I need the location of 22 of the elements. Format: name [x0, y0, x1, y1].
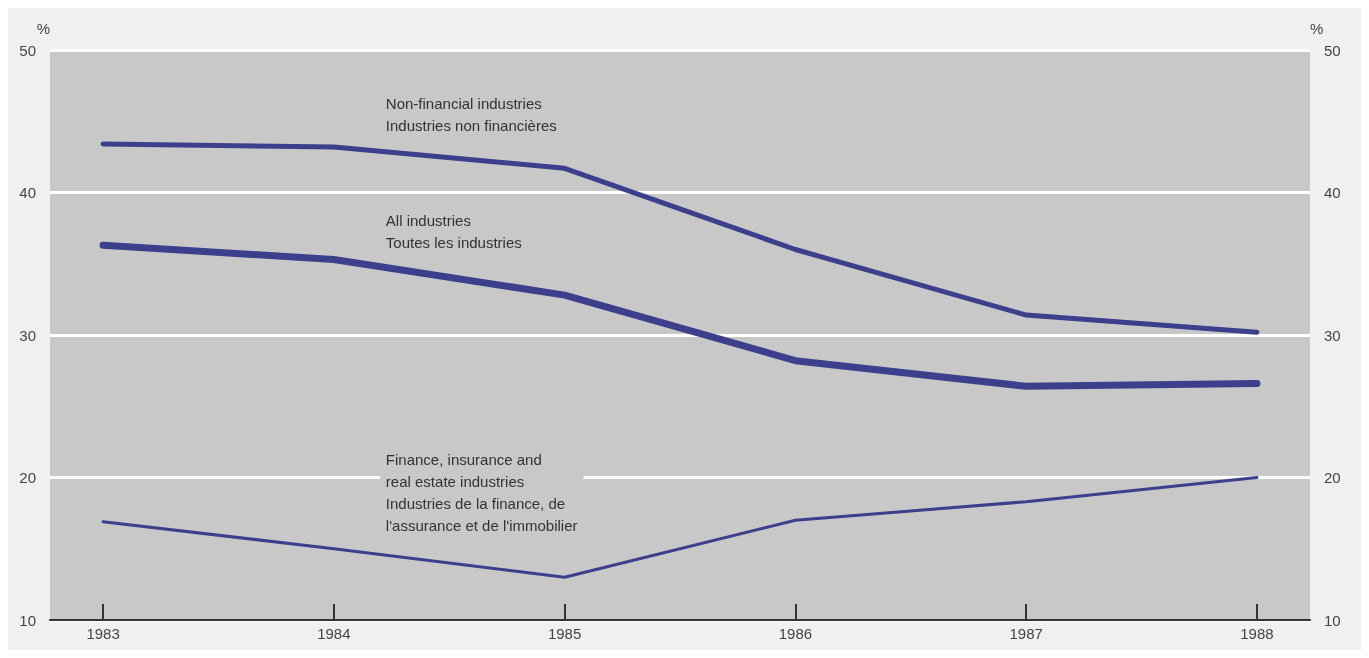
x-tick-label: 1985	[547, 625, 582, 642]
series-label: Non-financial industries Industries non financières	[385, 95, 557, 135]
y2-tick-label: 20	[1324, 469, 1341, 486]
x-tick-label: 1988	[1240, 625, 1274, 642]
y2-tick-label: 40	[1324, 184, 1341, 201]
y2-axis-title: %	[1310, 20, 1324, 37]
y-tick-label: 50	[19, 41, 36, 59]
y-tick-label: 30	[19, 326, 36, 344]
series-label: Finance, insurance and real estate industries Industries de la finance, de l'assurance et de l'immobilier	[385, 451, 578, 535]
y-tick-label: 20	[19, 469, 36, 486]
line-series	[101, 476, 1259, 579]
x-tick-label: 1987	[1009, 625, 1043, 642]
y-tick-label: 10	[19, 611, 36, 629]
y-axis-title: %	[36, 20, 50, 37]
series-label: All industries Toutes les industries	[385, 211, 522, 251]
y2-tick-label: 50	[1324, 41, 1341, 59]
x-tick-label: 1983	[86, 625, 120, 642]
y2-tick-label: 10	[1324, 611, 1341, 629]
x-tick-label: 1986	[778, 625, 813, 642]
x-tick-label: 1984	[317, 625, 351, 642]
y2-tick-label: 30	[1324, 326, 1341, 344]
y-tick-label: 40	[19, 184, 36, 201]
